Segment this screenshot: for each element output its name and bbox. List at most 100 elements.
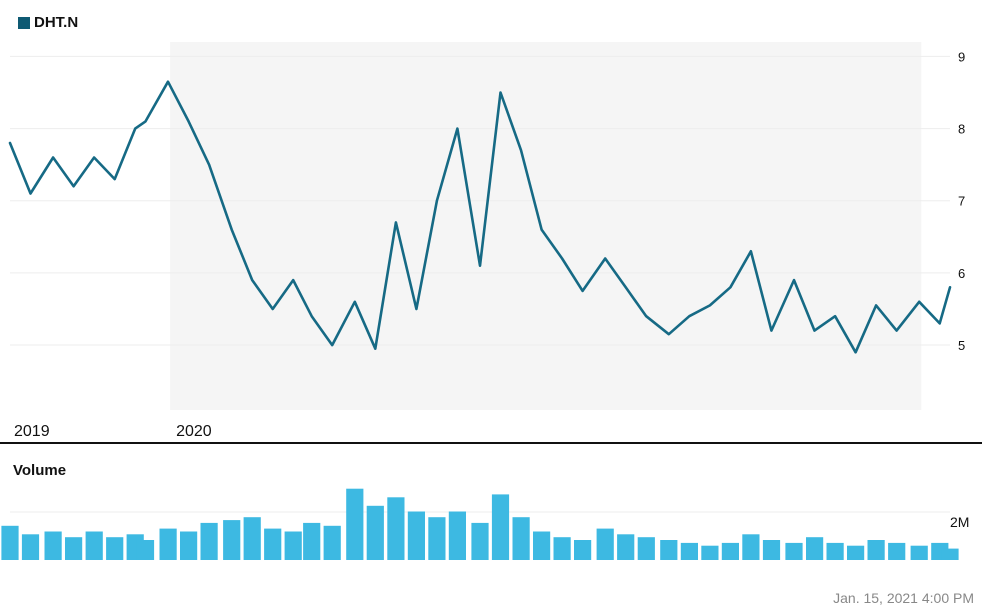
volume-bar (387, 497, 405, 560)
volume-bar (200, 522, 218, 560)
volume-bar (448, 511, 466, 560)
legend-label: DHT.N (34, 14, 79, 31)
volume-bar (21, 534, 40, 560)
volume-bar (533, 531, 551, 560)
volume-bar (159, 528, 177, 560)
price-point (144, 120, 147, 123)
price-point (668, 333, 670, 336)
price-point (645, 315, 647, 318)
volume-bar (910, 545, 928, 560)
price-point (520, 149, 522, 151)
price-point (72, 185, 75, 188)
price-point (875, 304, 877, 307)
price-point (499, 91, 502, 94)
price-point (895, 329, 898, 332)
volume-bar (596, 528, 614, 560)
price-point (938, 322, 941, 325)
price-y-tick-label: 9 (958, 49, 965, 64)
price-point (374, 347, 377, 350)
price-point (167, 80, 169, 83)
volume-bar (407, 511, 425, 560)
volume-bar (303, 522, 321, 560)
price-point (415, 308, 418, 310)
price-point (729, 286, 732, 289)
volume-bar (65, 537, 83, 560)
price-y-tick-label: 7 (958, 194, 965, 209)
volume-bar (366, 505, 384, 560)
price-y-tick-label: 8 (958, 122, 965, 137)
volume-bar (180, 531, 198, 560)
price-point (770, 329, 773, 332)
volume-bar (806, 537, 824, 560)
price-point (854, 351, 857, 354)
volume-bar (847, 545, 865, 560)
price-point (230, 228, 233, 231)
price-point (688, 315, 691, 318)
volume-bar (346, 488, 364, 560)
volume-bar (512, 517, 530, 560)
price-point (9, 142, 11, 144)
price-y-tick-label: 5 (958, 338, 965, 353)
volume-bar (637, 537, 655, 560)
price-point (540, 228, 543, 231)
price-point (624, 286, 627, 289)
volume-bar (471, 522, 489, 560)
price-point (561, 257, 563, 260)
legend-swatch (18, 16, 30, 29)
volume-y-axis: 2M (950, 514, 969, 530)
price-gridlines (10, 55, 950, 346)
volume-bar (867, 540, 885, 560)
legend: DHT.N (18, 14, 78, 31)
volume-bar (680, 542, 698, 560)
volume-bar (785, 542, 803, 560)
volume-bar (617, 534, 635, 560)
price-point (479, 264, 481, 267)
volume-bar (428, 517, 446, 560)
price-point (456, 127, 459, 130)
volume-bar (264, 528, 282, 560)
volume-bar (106, 537, 124, 560)
price-point (292, 279, 295, 281)
volume-bar (284, 531, 302, 560)
volume-bar (742, 534, 760, 560)
volume-bar (553, 537, 571, 560)
price-x-axis: 2019 2020 (0, 423, 982, 444)
timestamp: Jan. 15, 2021 4:00 PM (833, 590, 974, 606)
price-point (750, 250, 752, 253)
volume-bar (888, 542, 906, 560)
price-point (29, 192, 32, 195)
volume-bars (1, 488, 959, 560)
price-point (354, 301, 356, 303)
volume-bar (701, 545, 719, 560)
volume-bar (44, 531, 62, 560)
year-2020-shade (170, 42, 922, 410)
price-point (949, 286, 951, 289)
volume-bar (491, 494, 510, 560)
price-point (918, 301, 920, 303)
volume-y-tick-label: 2M (950, 514, 969, 530)
volume-title: Volume (13, 462, 67, 479)
volume-bar (323, 525, 341, 560)
price-point (93, 156, 95, 159)
price-point (793, 279, 795, 281)
volume-bar (762, 540, 781, 560)
volume-bar (660, 540, 678, 560)
price-y-tick-label: 6 (958, 266, 965, 281)
price-point (113, 178, 116, 180)
price-point (271, 308, 274, 310)
volume-bar (826, 542, 844, 560)
price-y-axis: 5 6 7 8 9 (958, 49, 965, 353)
x-tick-label: 2019 (14, 423, 50, 440)
volume-bar (1, 525, 19, 560)
price-point (834, 315, 836, 318)
price-series (8, 80, 952, 354)
price-point (813, 329, 816, 332)
volume-bar (574, 540, 592, 560)
x-tick-label: 2020 (176, 423, 212, 440)
price-point (604, 257, 606, 260)
price-point (395, 221, 397, 224)
volume-bar (721, 542, 739, 560)
price-point (187, 120, 190, 123)
volume-bar (85, 531, 103, 560)
